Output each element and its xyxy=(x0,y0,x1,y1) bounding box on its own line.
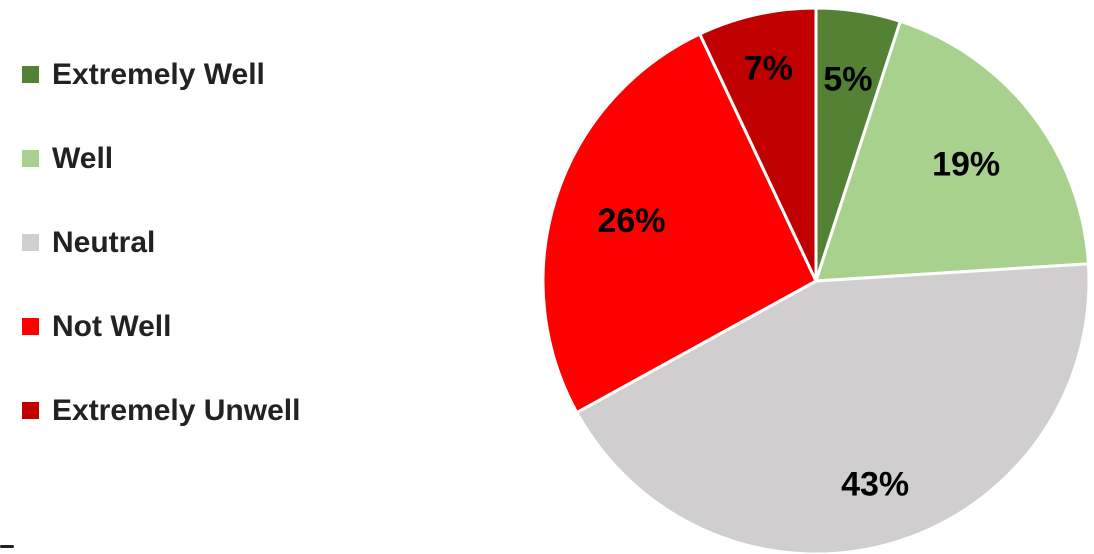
pie-data-labels: 5% 19% 43% 26% 7% xyxy=(597,49,1000,503)
data-label-not-well: 26% xyxy=(597,202,665,240)
data-label-well: 19% xyxy=(932,146,1000,184)
legend-swatch-extremely-unwell xyxy=(22,402,39,419)
legend-label-not-well: Not Well xyxy=(52,310,172,343)
pie-slice-extremely-unwell xyxy=(698,6,818,283)
legend-item-well: Well xyxy=(22,142,300,226)
pie-slices xyxy=(541,6,1091,554)
legend-label-well: Well xyxy=(52,142,114,175)
legend-swatch-neutral xyxy=(22,234,39,251)
legend-item-extremely-unwell: Extremely Unwell xyxy=(22,394,300,478)
pie-slice-not-well xyxy=(541,32,818,415)
legend-item-neutral: Neutral xyxy=(22,226,300,310)
legend-swatch-not-well xyxy=(22,318,39,335)
legend-swatch-extremely-well xyxy=(22,66,39,83)
legend-swatch-well xyxy=(22,150,39,167)
data-label-extremely-well: 5% xyxy=(823,61,872,99)
legend-label-neutral: Neutral xyxy=(52,226,156,259)
pie-slice-neutral xyxy=(575,262,1091,554)
legend: Extremely Well Well Neutral Not Well Ext… xyxy=(22,58,300,478)
legend-item-not-well: Not Well xyxy=(22,310,300,394)
data-label-extremely-unwell: 7% xyxy=(744,49,793,87)
pie-slice-well xyxy=(814,19,1090,283)
legend-label-extremely-unwell: Extremely Unwell xyxy=(52,394,301,427)
legend-label-extremely-well: Extremely Well xyxy=(52,58,265,91)
cropped-text-fragment xyxy=(0,542,16,554)
data-label-neutral: 43% xyxy=(841,466,909,504)
legend-item-extremely-well: Extremely Well xyxy=(22,58,300,142)
